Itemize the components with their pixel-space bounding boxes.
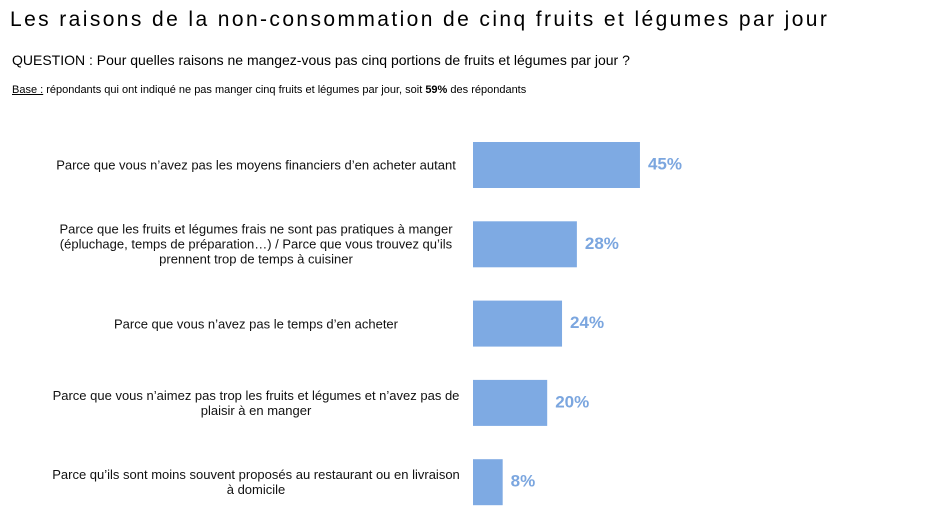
- note-end: des répondants: [450, 84, 527, 96]
- category-label: Parce qu’ils sont moins souvent proposés…: [52, 467, 460, 498]
- value-label: 28%: [585, 234, 619, 253]
- note-highlight: 59%: [425, 84, 448, 96]
- value-label: 20%: [555, 392, 589, 411]
- category-label: Parce que vous n’avez pas les moyens fin…: [56, 157, 456, 173]
- bar: [473, 300, 563, 347]
- category-label: Parce que vous n’avez pas le temps d’en …: [113, 316, 398, 332]
- chart-title: Les raisons de la non-consommation de ci…: [10, 8, 830, 31]
- bar: [473, 459, 503, 506]
- bar: [473, 221, 577, 268]
- value-label: 45%: [648, 154, 682, 173]
- value-label: 24%: [570, 313, 604, 332]
- bar: [473, 379, 548, 426]
- base-note: Base : répondants qui ont indiqué ne pas …: [12, 84, 526, 96]
- category-label: Parce que les fruits et légumes frais ne…: [59, 221, 453, 267]
- bar: [473, 142, 640, 188]
- note-text: répondants qui ont indiqué ne pas manger…: [46, 84, 423, 96]
- question: QUESTION : Pour quelles raisons ne mange…: [12, 52, 630, 68]
- value-label: 8%: [511, 472, 536, 491]
- note-label: Base :: [12, 84, 44, 96]
- category-label: Parce que vous n’aimez pas trop les frui…: [52, 387, 460, 418]
